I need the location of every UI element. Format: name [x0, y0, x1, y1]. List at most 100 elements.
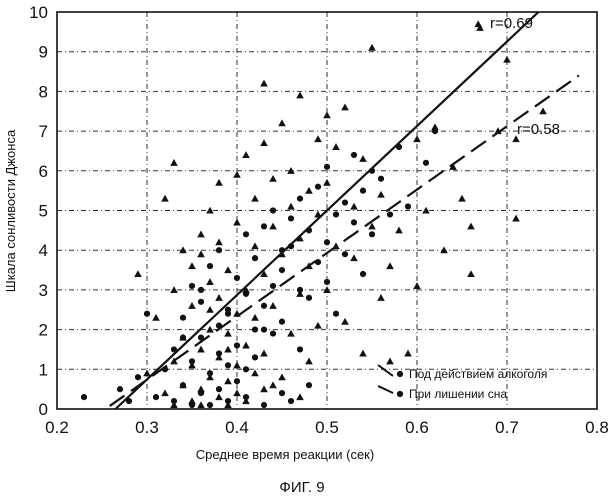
data-point-triangle — [251, 314, 259, 321]
y-tick-label: 10 — [29, 3, 48, 22]
data-point-triangle — [224, 377, 232, 384]
data-point-circle — [234, 378, 240, 384]
data-point-triangle — [269, 302, 277, 309]
data-point-triangle — [260, 385, 268, 392]
data-point-circle — [261, 303, 267, 309]
data-point-triangle — [386, 262, 394, 269]
data-point-circle — [324, 279, 330, 285]
data-point-triangle — [314, 322, 322, 329]
data-point-triangle — [233, 219, 241, 226]
data-point-triangle — [161, 389, 169, 396]
data-point-circle — [135, 374, 141, 380]
data-point-circle — [387, 211, 393, 217]
x-tick-label: 0.5 — [315, 418, 339, 437]
data-point-triangle — [224, 266, 232, 273]
data-point-triangle — [188, 302, 196, 309]
data-point-triangle — [260, 139, 268, 146]
data-point-circle — [270, 207, 276, 213]
data-point-circle — [405, 203, 411, 209]
y-tick-label: 3 — [39, 281, 48, 300]
data-point-circle — [198, 334, 204, 340]
data-point-triangle — [197, 231, 205, 238]
data-point-circle — [288, 398, 294, 404]
figure-caption: ФИГ. 9 — [279, 479, 324, 496]
data-point-circle — [351, 152, 357, 158]
data-point-circle — [261, 223, 267, 229]
data-point-triangle — [287, 203, 295, 210]
data-point-triangle — [215, 238, 223, 245]
data-point-circle — [369, 168, 375, 174]
data-point-triangle — [170, 286, 178, 293]
data-point-circle — [243, 231, 249, 237]
data-point-triangle — [251, 195, 259, 202]
data-point-triangle — [197, 401, 205, 408]
data-point-triangle — [278, 373, 286, 380]
data-point-circle — [306, 295, 312, 301]
data-point-triangle — [269, 381, 277, 388]
data-point-circle — [126, 398, 132, 404]
data-point-circle — [252, 255, 258, 261]
data-point-triangle — [350, 254, 358, 261]
data-point-circle — [207, 263, 213, 269]
data-point-triangle — [413, 135, 421, 142]
data-point-circle — [162, 366, 168, 372]
data-point-triangle — [287, 330, 295, 337]
data-point-circle — [216, 323, 222, 329]
data-point-triangle — [332, 242, 340, 249]
data-points — [81, 24, 547, 408]
data-point-triangle — [197, 250, 205, 257]
data-point-circle — [360, 188, 366, 194]
data-point-circle — [234, 275, 240, 281]
data-point-circle — [315, 259, 321, 265]
y-tick-label: 1 — [39, 360, 48, 379]
data-point-triangle — [152, 314, 160, 321]
data-point-circle — [225, 311, 231, 317]
data-point-circle — [396, 144, 402, 150]
data-point-triangle — [341, 103, 349, 110]
data-point-circle — [288, 215, 294, 221]
data-point-triangle — [260, 80, 268, 87]
legend-line — [378, 365, 393, 376]
data-point-triangle — [215, 179, 223, 186]
data-point-triangle — [206, 326, 214, 333]
x-tick-label: 0.6 — [405, 418, 429, 437]
data-point-triangle — [170, 159, 178, 166]
x-tick-label: 0.8 — [585, 418, 609, 437]
y-tick-label: 8 — [39, 82, 48, 101]
data-point-triangle — [323, 111, 331, 118]
data-point-triangle — [197, 346, 205, 353]
data-point-circle — [81, 394, 87, 400]
data-point-triangle — [269, 175, 277, 182]
data-point-triangle — [377, 191, 385, 198]
data-point-triangle — [395, 227, 403, 234]
data-point-circle — [324, 239, 330, 245]
data-point-triangle — [323, 179, 331, 186]
data-point-circle — [243, 366, 249, 372]
data-point-triangle — [314, 135, 322, 142]
data-point-triangle — [296, 393, 304, 400]
data-point-triangle — [224, 330, 232, 337]
data-point-triangle — [341, 318, 349, 325]
data-point-circle — [333, 311, 339, 317]
data-point-triangle — [215, 294, 223, 301]
data-point-triangle — [206, 207, 214, 214]
data-point-triangle — [215, 393, 223, 400]
data-point-triangle — [368, 44, 376, 51]
legend-label-alcohol: Под действием алкоголя — [409, 367, 547, 381]
data-point-triangle — [467, 223, 475, 230]
data-point-triangle — [143, 369, 151, 376]
data-point-triangle — [206, 278, 214, 285]
data-point-triangle — [332, 143, 340, 150]
data-point-triangle — [278, 119, 286, 126]
legend-marker — [397, 391, 403, 397]
data-point-circle — [216, 386, 222, 392]
data-point-circle — [180, 315, 186, 321]
data-point-circle — [288, 243, 294, 249]
data-point-circle — [261, 327, 267, 333]
legend-label-sleep: При лишении сна — [409, 387, 507, 401]
data-point-circle — [297, 346, 303, 352]
data-point-circle — [342, 251, 348, 257]
x-tick-label: 0.3 — [135, 418, 159, 437]
data-point-circle — [360, 271, 366, 277]
